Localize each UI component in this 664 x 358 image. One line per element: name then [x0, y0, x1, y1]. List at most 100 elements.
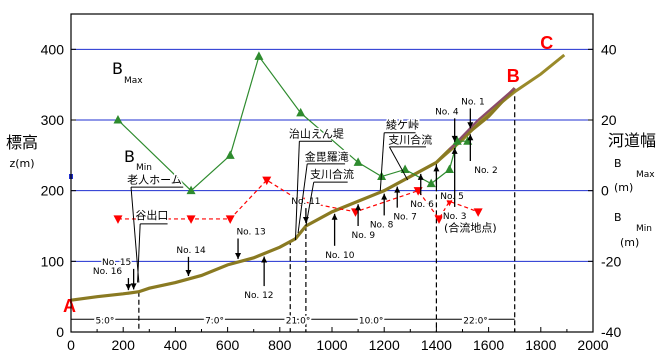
x-tick-1400: 1400: [421, 337, 452, 353]
y-right-tick--40: -40: [601, 324, 621, 340]
leader-d-5: [379, 132, 385, 191]
y-right-bmin-sub: Min: [636, 224, 652, 234]
station-arrowhead-15: [467, 122, 474, 129]
station-label-9: No. 7: [393, 213, 417, 223]
station-arrowhead-12: [451, 135, 458, 142]
bmax-point-8: [426, 178, 436, 188]
station-label-13: No. 3: [443, 212, 467, 222]
bmin-line: [117, 179, 479, 221]
bmin-point-9: [473, 208, 483, 217]
point-label-A: A: [63, 296, 76, 316]
bmax-point-4: [296, 107, 306, 117]
station-arrowhead-6: [331, 213, 338, 220]
width-series: [113, 51, 483, 224]
y-left-tick-200: 200: [41, 183, 65, 199]
y-right-tick-40: 40: [601, 41, 617, 57]
station-label-3: No. 13: [236, 227, 265, 237]
annotation-2: 治山えん堤: [289, 127, 344, 141]
bmin-point-3: [262, 176, 272, 186]
station-label-11: No. 5: [440, 192, 464, 202]
y-right-title: 河道幅: [608, 131, 656, 150]
bmax-point-2: [225, 150, 235, 159]
station-arrowhead-5: [302, 217, 309, 223]
bmin-point-2: [225, 215, 235, 224]
station-arrowhead-1: [130, 283, 137, 290]
bmax-point-9: [444, 164, 454, 173]
x-tick-800: 800: [268, 337, 292, 353]
station-label-4: No. 12: [244, 291, 273, 301]
x-tick-1600: 1600: [473, 337, 504, 353]
x-tick-1200: 1200: [369, 337, 400, 353]
annotation-5: 綾ケ峠: [386, 117, 419, 131]
y-right-tick--20: -20: [601, 253, 621, 269]
leader-d-2: [294, 141, 300, 241]
station-label-1: No. 15: [102, 258, 131, 268]
leader-d-0: [130, 187, 140, 283]
station-label-6: No. 10: [325, 251, 355, 261]
bmax-point-3: [254, 51, 264, 60]
station-label-5: No. 11: [291, 197, 320, 207]
y-left-tick-0: 0: [56, 324, 64, 340]
bmin-point-1: [186, 215, 196, 224]
x-tick-2000: 2000: [577, 337, 608, 353]
y-right-bmin-unit: (m): [620, 236, 639, 249]
bmax-point-10: [452, 136, 462, 145]
section-slope-4: 22.0°: [463, 316, 488, 326]
station-arrowhead-8: [381, 193, 388, 200]
x-tick-200: 200: [112, 337, 136, 353]
y-right-bmax-sub: Max: [636, 170, 655, 180]
section-slope-2: 21.0°: [286, 316, 311, 326]
x-tick-400: 400: [164, 337, 188, 353]
y-left-tick-100: 100: [41, 253, 65, 269]
annotation-1: 谷出口: [135, 208, 168, 222]
station-label-2: No. 14: [176, 246, 206, 256]
station-arrowhead-3: [235, 253, 242, 260]
leader-d-6: [388, 146, 409, 181]
y-right-bmin: B: [614, 211, 622, 224]
series-label-bmin: B: [124, 147, 135, 166]
bmin-point-0: [113, 215, 123, 224]
point-label-B: B: [507, 66, 520, 86]
y-left-tick-400: 400: [41, 41, 65, 57]
x-tick-1800: 1800: [525, 337, 556, 353]
x-tick-1000: 1000: [316, 337, 347, 353]
station-arrowhead-10: [417, 173, 424, 180]
bmin-point-7: [434, 215, 444, 224]
x-tick-600: 600: [216, 337, 240, 353]
annotation-3: 金毘羅滝: [305, 149, 349, 163]
station-arrowhead-4: [261, 256, 268, 263]
station-arrowhead-0: [125, 284, 132, 291]
annotation-0: 老人ホーム: [127, 174, 182, 187]
station-label-0: No. 16: [93, 267, 123, 277]
station-label-10: No. 6: [410, 200, 434, 210]
y-right-tick-0: 0: [601, 183, 609, 199]
section-slope-1: 7.0°: [205, 316, 224, 326]
y-right-bmax-unit: (m): [614, 181, 633, 194]
station-arrowhead-13: [451, 147, 458, 154]
bmax-point-1: [186, 185, 196, 195]
y-right-bmax: B: [614, 157, 622, 170]
leader-d-3: [297, 163, 308, 234]
bmax-point-5: [353, 157, 363, 166]
point-label-C: C: [540, 33, 553, 53]
station-arrowhead-11: [433, 165, 440, 172]
x-tick-0: 0: [67, 337, 75, 353]
chart-labels: 標高z(m)河道幅BMax(m)BMin(m)BMaxBMinABC老人ホーム谷…: [6, 33, 656, 316]
station-arrowhead-2: [185, 270, 192, 276]
y-right-tick-20: 20: [601, 112, 617, 128]
section-slope-3: 10.0°: [359, 316, 384, 326]
station-label-8: No. 8: [370, 220, 394, 230]
bmax-line: [117, 55, 468, 192]
station-arrowhead-9: [394, 186, 401, 193]
station-label-14: No. 2: [474, 166, 498, 176]
leader-d-4: [305, 182, 315, 227]
plot-frame: [70, 13, 594, 333]
bmax-point-0: [113, 115, 123, 124]
annotation-7: (合流地点): [444, 221, 497, 235]
station-label-7: No. 9: [352, 231, 376, 241]
annotation-6: 支川合流: [388, 132, 432, 146]
y-left-unit: z(m): [9, 157, 34, 170]
station-label-12: No. 4: [435, 107, 459, 117]
